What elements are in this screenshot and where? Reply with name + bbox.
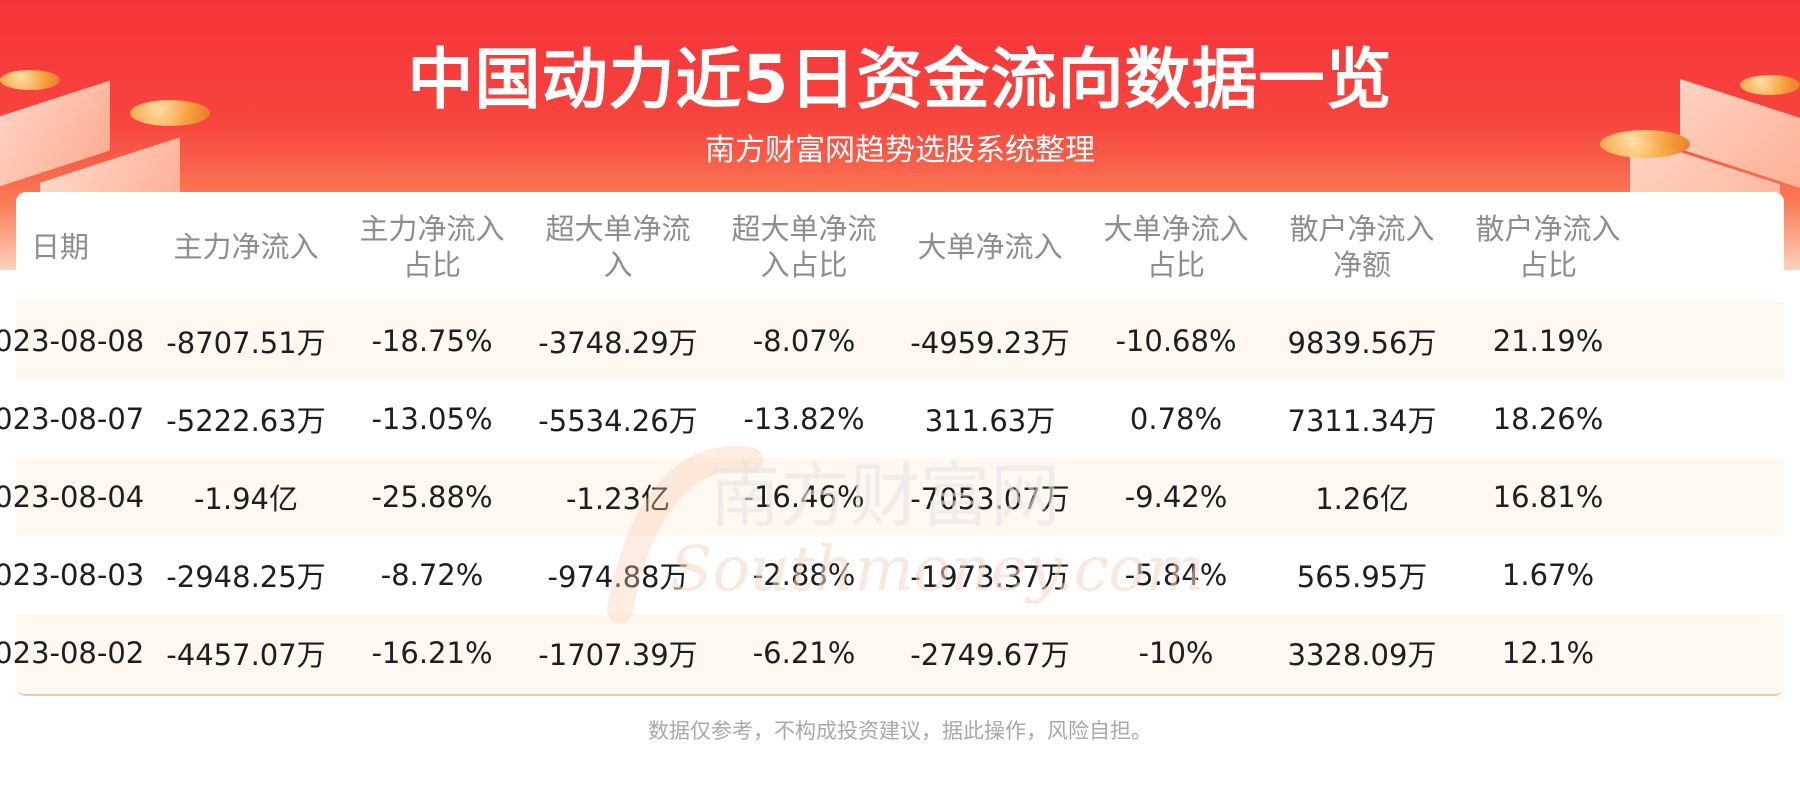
- value-cell: 9839.56万: [1287, 326, 1437, 360]
- value-cell: -13.82%: [743, 402, 865, 436]
- value-cell: -5534.26万: [538, 404, 698, 438]
- value-cell: -13.05%: [371, 402, 493, 436]
- date-cell: 2023-08-07: [0, 402, 145, 436]
- table-row: 2023-08-08 -8707.51万 -18.75% -3748.29万 -8.07…: [0, 302, 1784, 380]
- value-cell: -2749.67万: [910, 638, 1070, 672]
- value-cell: 565.95万: [1296, 560, 1428, 594]
- data-table-card: 日期 主力净流入 主力净流入 占比 超大单净流 入超大单净流 入占比 大单净流入 大单净流…: [0, 192, 1784, 696]
- value-cell: 12.1%: [1501, 636, 1595, 670]
- date-cell: 2023-08-04: [0, 480, 145, 514]
- column-header: 主力净流入: [173, 230, 319, 264]
- date-cell: 2023-08-02: [0, 636, 145, 670]
- page-subtitle: 南方财富网趋势选股系统整理: [705, 133, 1095, 168]
- value-cell: -9.42%: [1124, 480, 1228, 514]
- column-header: 超大单净流 入: [545, 212, 691, 282]
- value-cell: 16.81%: [1492, 480, 1604, 514]
- value-cell: 311.63万: [924, 404, 1056, 438]
- value-cell: -1707.39万: [538, 638, 698, 672]
- value-cell: -2948.25万: [166, 560, 326, 594]
- value-cell: -16.21%: [371, 636, 493, 670]
- value-cell: -1.94亿: [193, 482, 299, 516]
- table-row: 2023-08-03 -2948.25万 -8.72% -974.88万 -2.88% -…: [0, 536, 1784, 614]
- value-cell: -1.23亿: [565, 482, 671, 516]
- column-header: 日期: [30, 230, 89, 264]
- column-header: 超大单净流 入占比: [731, 212, 877, 282]
- date-cell: 2023-08-03: [0, 558, 145, 592]
- value-cell: -18.75%: [371, 324, 493, 358]
- value-cell: -25.88%: [371, 480, 493, 514]
- disclaimer-footer: 数据仅参考，不构成投资建议，据此操作，风险自担。: [648, 719, 1152, 743]
- column-header: 主力净流入 占比: [359, 212, 505, 282]
- table-row: 2023-08-04 -1.94亿 -25.88% -1.23亿 -16.46% -705…: [0, 458, 1784, 536]
- value-cell: -4959.23万: [910, 326, 1070, 360]
- value-cell: -5222.63万: [166, 404, 326, 438]
- value-cell: -4457.07万: [166, 638, 326, 672]
- value-cell: -10%: [1138, 636, 1214, 670]
- value-cell: -8707.51万: [166, 326, 326, 360]
- value-cell: 1.26亿: [1315, 482, 1409, 516]
- column-header: 散户净流入 占比: [1475, 212, 1621, 282]
- date-cell: 2023-08-08: [0, 324, 145, 358]
- column-header: 大单净流入: [917, 230, 1063, 264]
- value-cell: -16.46%: [743, 480, 865, 514]
- decoration-right: [1590, 60, 1800, 260]
- value-cell: 7311.34万: [1287, 404, 1437, 438]
- table-header: 日期 主力净流入 主力净流入 占比 超大单净流 入超大单净流 入占比 大单净流入 大单净流…: [16, 192, 1784, 302]
- value-cell: 21.19%: [1492, 324, 1604, 358]
- value-cell: -1973.37万: [910, 560, 1070, 594]
- value-cell: -2.88%: [752, 558, 856, 592]
- page-title: 中国动力近5日资金流向数据一览: [407, 41, 1393, 118]
- table-row: 2023-08-02 -4457.07万 -16.21% -1707.39万 -6.21…: [0, 614, 1784, 692]
- value-cell: -8.72%: [380, 558, 484, 592]
- value-cell: -7053.07万: [910, 482, 1070, 516]
- value-cell: 3328.09万: [1287, 638, 1437, 672]
- value-cell: -10.68%: [1115, 324, 1237, 358]
- value-cell: -6.21%: [752, 636, 856, 670]
- column-header: 大单净流入 占比: [1103, 212, 1249, 282]
- value-cell: -974.88万: [547, 560, 689, 594]
- value-cell: 1.67%: [1501, 558, 1595, 592]
- column-header: 散户净流入 净额: [1289, 212, 1435, 282]
- table-row: 2023-08-07 -5222.63万 -13.05% -5534.26万 -13.8…: [0, 380, 1784, 458]
- value-cell: 0.78%: [1129, 402, 1223, 436]
- value-cell: -3748.29万: [538, 326, 698, 360]
- value-cell: 18.26%: [1492, 402, 1604, 436]
- value-cell: -8.07%: [752, 324, 856, 358]
- value-cell: -5.84%: [1124, 558, 1228, 592]
- decoration-left: [0, 60, 210, 260]
